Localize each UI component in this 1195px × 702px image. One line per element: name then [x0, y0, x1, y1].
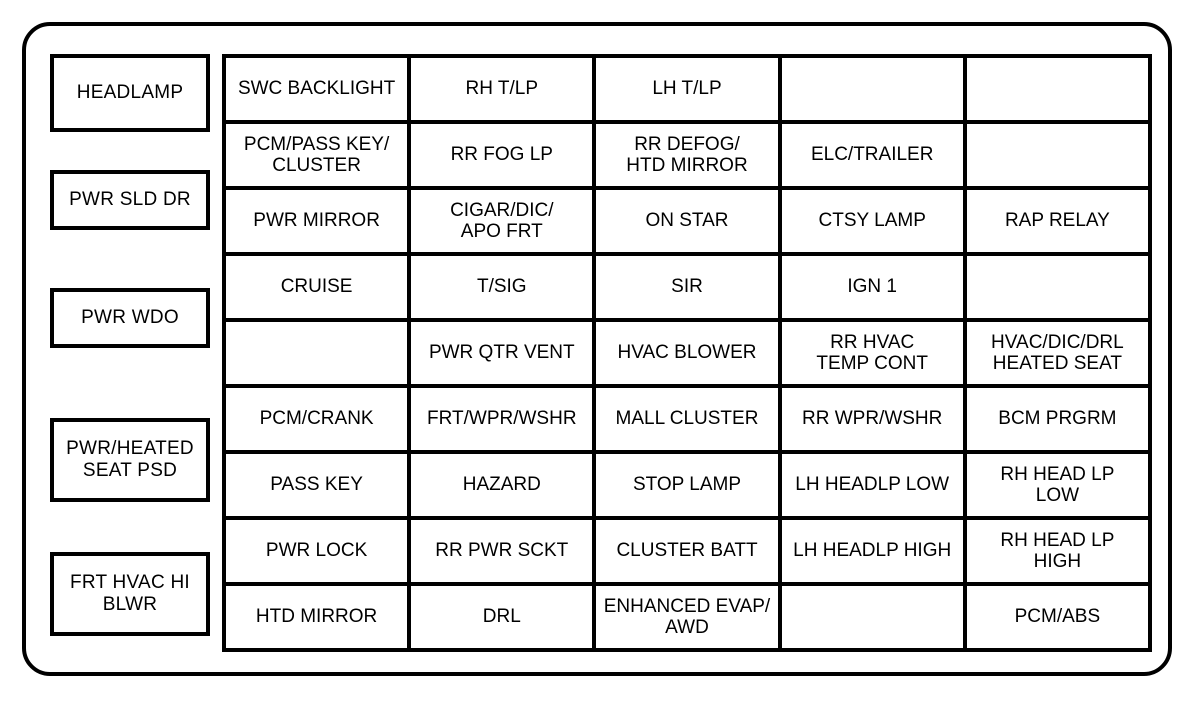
cell-r8-c0: HTD MIRROR [226, 586, 411, 652]
cell-r3-c0: CRUISE [226, 256, 411, 322]
cell-r7-c3: LH HEADLP HIGH [782, 520, 967, 586]
cell-r8-c1: DRL [411, 586, 596, 652]
cell-r8-c2: ENHANCED EVAP/ AWD [596, 586, 781, 652]
cell-r3-c3: IGN 1 [782, 256, 967, 322]
cell-r5-c1: FRT/WPR/WSHR [411, 388, 596, 454]
cell-r5-c4: BCM PRGRM [967, 388, 1152, 454]
cell-r0-c2: LH T/LP [596, 58, 781, 124]
cell-r0-c3 [782, 58, 967, 124]
cell-r2-c2: ON STAR [596, 190, 781, 256]
cell-r4-c0 [226, 322, 411, 388]
left-box-3: PWR/HEATED SEAT PSD [50, 418, 210, 502]
cell-r2-c3: CTSY LAMP [782, 190, 967, 256]
cell-r0-c1: RH T/LP [411, 58, 596, 124]
cell-r7-c4: RH HEAD LP HIGH [967, 520, 1152, 586]
cell-r5-c2: MALL CLUSTER [596, 388, 781, 454]
left-box-4: FRT HVAC HI BLWR [50, 552, 210, 636]
cell-r3-c1: T/SIG [411, 256, 596, 322]
cell-r4-c2: HVAC BLOWER [596, 322, 781, 388]
cell-r4-c4: HVAC/DIC/DRL HEATED SEAT [967, 322, 1152, 388]
cell-r1-c3: ELC/TRAILER [782, 124, 967, 190]
cell-r0-c4 [967, 58, 1152, 124]
fuse-panel: HEADLAMP PWR SLD DR PWR WDO PWR/HEATED SEAT… [22, 22, 1172, 676]
fuse-grid: SWC BACKLIGHTRH T/LPLH T/LP PCM/PASS KEY/… [222, 54, 1152, 652]
cell-r3-c2: SIR [596, 256, 781, 322]
cell-r6-c1: HAZARD [411, 454, 596, 520]
cell-r8-c3 [782, 586, 967, 652]
cell-r4-c3: RR HVAC TEMP CONT [782, 322, 967, 388]
left-box-1: PWR SLD DR [50, 170, 210, 230]
cell-r7-c0: PWR LOCK [226, 520, 411, 586]
cell-r2-c0: PWR MIRROR [226, 190, 411, 256]
cell-r2-c4: RAP RELAY [967, 190, 1152, 256]
left-box-0: HEADLAMP [50, 54, 210, 132]
cell-r2-c1: CIGAR/DIC/ APO FRT [411, 190, 596, 256]
cell-r3-c4 [967, 256, 1152, 322]
cell-r8-c4: PCM/ABS [967, 586, 1152, 652]
cell-r6-c2: STOP LAMP [596, 454, 781, 520]
cell-r7-c1: RR PWR SCKT [411, 520, 596, 586]
cell-r1-c0: PCM/PASS KEY/ CLUSTER [226, 124, 411, 190]
cell-r7-c2: CLUSTER BATT [596, 520, 781, 586]
cell-r4-c1: PWR QTR VENT [411, 322, 596, 388]
cell-r6-c3: LH HEADLP LOW [782, 454, 967, 520]
cell-r5-c3: RR WPR/WSHR [782, 388, 967, 454]
cell-r6-c4: RH HEAD LP LOW [967, 454, 1152, 520]
cell-r6-c0: PASS KEY [226, 454, 411, 520]
cell-r5-c0: PCM/CRANK [226, 388, 411, 454]
cell-r0-c0: SWC BACKLIGHT [226, 58, 411, 124]
cell-r1-c4 [967, 124, 1152, 190]
cell-r1-c2: RR DEFOG/ HTD MIRROR [596, 124, 781, 190]
cell-r1-c1: RR FOG LP [411, 124, 596, 190]
left-box-2: PWR WDO [50, 288, 210, 348]
